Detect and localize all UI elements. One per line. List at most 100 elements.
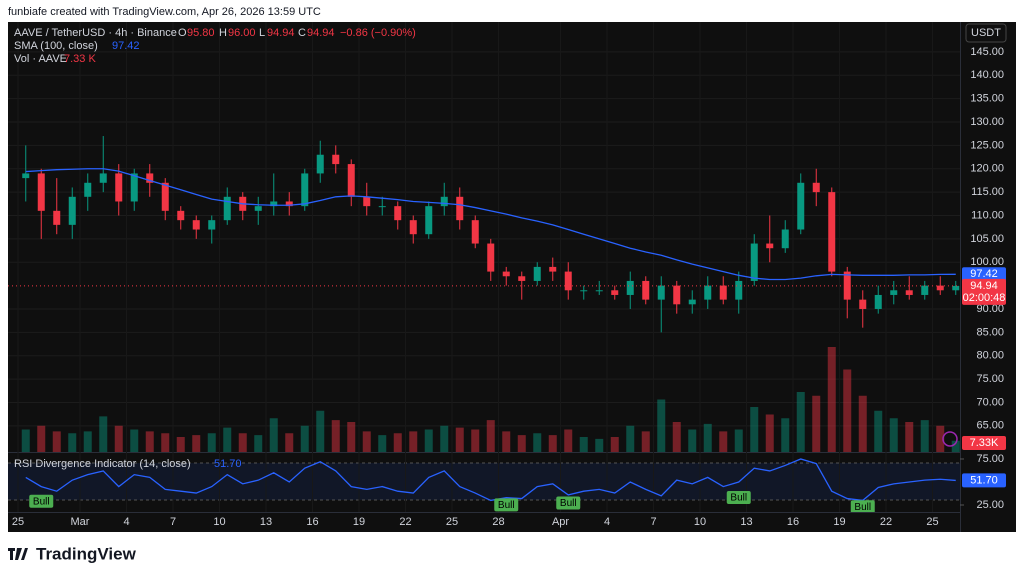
candle-body xyxy=(750,243,758,281)
bull-label: Bull xyxy=(730,493,747,504)
volume-bar xyxy=(703,423,712,452)
candle-body xyxy=(192,220,200,230)
candle-body xyxy=(440,196,448,207)
candle-body xyxy=(99,173,107,183)
volume-bar xyxy=(130,429,139,452)
candle-body xyxy=(425,206,433,235)
volume-bar xyxy=(254,435,263,452)
candle-body xyxy=(812,182,820,193)
y-tick-label: 135.00 xyxy=(970,93,1004,105)
vol-value: 7.33 K xyxy=(64,53,96,65)
bull-badge xyxy=(726,491,751,505)
candle-body xyxy=(673,285,681,305)
rsi-badge-box xyxy=(962,473,1006,488)
y-tick-label: 75.00 xyxy=(976,373,1004,385)
volume-bar xyxy=(750,407,759,452)
vol-badge: 7.33K xyxy=(970,437,999,449)
y-tick-label: 90.00 xyxy=(976,303,1004,315)
x-tick-label: 13 xyxy=(260,516,272,528)
x-tick-label: 4 xyxy=(123,516,129,528)
candle-body xyxy=(177,210,185,221)
candle-body xyxy=(115,173,123,202)
volume-bar xyxy=(843,369,852,452)
candle-body xyxy=(223,196,231,221)
countdown: 02:00:48 xyxy=(963,292,1006,304)
volume-bar xyxy=(238,433,247,452)
candle-body xyxy=(394,206,402,221)
candle-body xyxy=(84,182,92,197)
y-tick-label: 100.00 xyxy=(970,256,1004,268)
volume-bar xyxy=(626,425,635,452)
candle-body xyxy=(921,285,929,295)
rsi-value: 51.70 xyxy=(214,458,242,470)
candle-body xyxy=(595,290,603,292)
symbol: AAVE / TetherUSD · 4h · Binance xyxy=(14,27,177,39)
volume-bar xyxy=(471,429,480,452)
candle-body xyxy=(37,173,45,211)
rsi-tick-label: 25.00 xyxy=(976,499,1004,511)
x-tick-label: 7 xyxy=(170,516,176,528)
y-tick-label: 65.00 xyxy=(976,420,1004,432)
x-tick-label: 16 xyxy=(787,516,799,528)
volume-bar xyxy=(285,433,294,452)
volume-bar xyxy=(409,431,418,452)
volume-bar xyxy=(207,433,216,452)
bull-label: Bull xyxy=(560,498,577,509)
sma-badge-box xyxy=(962,267,1006,282)
candle-body xyxy=(22,173,30,179)
alert-icon[interactable] xyxy=(942,431,958,447)
bull-badge xyxy=(29,494,54,508)
price-badge-box xyxy=(962,278,1006,305)
candle-body xyxy=(549,266,557,272)
candle-body xyxy=(130,173,138,202)
candle-body xyxy=(285,201,293,207)
volume-bar xyxy=(161,433,170,452)
volume-bar xyxy=(548,435,557,452)
vol-badge-box xyxy=(962,436,1006,450)
rsi-band xyxy=(8,463,960,500)
y-tick-label: 125.00 xyxy=(970,139,1004,151)
x-tick-label: 10 xyxy=(213,516,225,528)
x-tick-label: 28 xyxy=(492,516,504,528)
x-tick-label: 25 xyxy=(446,516,458,528)
volume-bar xyxy=(951,440,960,452)
l-value: 94.94 xyxy=(267,27,295,39)
volume-bar xyxy=(455,427,464,452)
o-value: 95.80 xyxy=(187,27,215,39)
candle-body xyxy=(828,192,836,272)
volume-bar xyxy=(688,429,697,452)
volume-bar xyxy=(812,395,821,452)
candle-body xyxy=(580,290,588,292)
candle-body xyxy=(564,271,572,291)
currency[interactable]: USDT xyxy=(971,27,1001,39)
volume-bar xyxy=(316,410,325,452)
rsi-line xyxy=(25,458,956,502)
sma-label: SMA (100, close) xyxy=(14,40,98,52)
o-label: O xyxy=(178,27,187,39)
volume-bar xyxy=(440,425,449,452)
volume-bar xyxy=(362,431,371,452)
rsi-label: RSI Divergence Indicator (14, close) xyxy=(14,458,191,470)
candle-body xyxy=(874,294,882,309)
x-tick-label: Apr xyxy=(552,516,569,528)
y-tick-label: 85.00 xyxy=(976,326,1004,338)
currency-box[interactable] xyxy=(965,23,1007,43)
y-tick-label: 70.00 xyxy=(976,396,1004,408)
volume-bar xyxy=(936,425,945,452)
candle-body xyxy=(688,299,696,305)
sma-badge: 97.42 xyxy=(970,268,998,280)
volume-bar xyxy=(83,431,92,452)
candle-body xyxy=(161,182,169,211)
volume-bar xyxy=(533,433,542,452)
candle-body xyxy=(502,271,510,277)
candle-body xyxy=(766,243,774,249)
candle-body xyxy=(657,285,665,300)
legend: AAVE / TetherUSD · 4h · Binance O 95.80 … xyxy=(14,27,416,470)
volume-bar xyxy=(99,416,108,452)
x-tick-label: 16 xyxy=(306,516,318,528)
candle-body xyxy=(642,280,650,300)
candle-body xyxy=(952,285,960,291)
volume-bar xyxy=(52,431,61,452)
volume-bar xyxy=(595,438,604,452)
